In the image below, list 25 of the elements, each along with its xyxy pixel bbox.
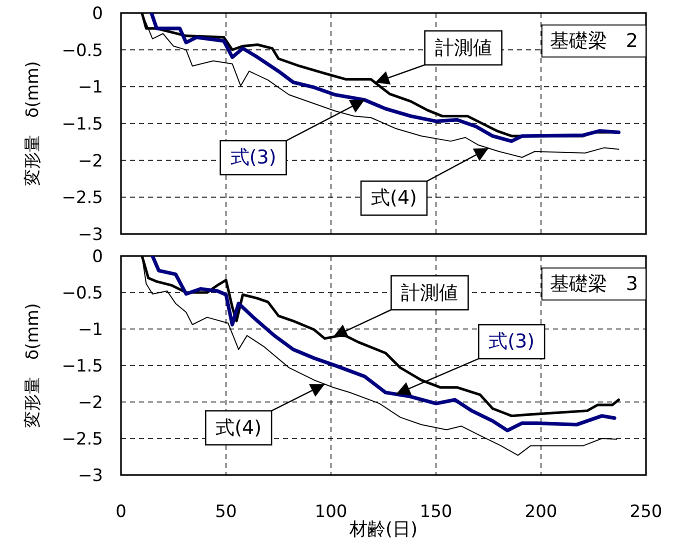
x-tick-label: 50 [215,502,237,522]
y-axis-title: 変形量 δ(mm) [23,61,43,186]
x-tick-label: 100 [314,502,348,522]
y-tick-label: 0 [92,4,103,24]
y-tick-label: −2 [78,151,103,172]
text: 基礎梁 3 [550,273,638,295]
x-tick-label: 150 [420,502,452,522]
y-axis-title: 変形量 δ(mm) [23,303,43,428]
x-tick-label: 0 [116,502,126,522]
y-tick-label: −3 [78,466,103,486]
y-tick-label: −1 [78,78,103,98]
y-tick-label: −1.5 [62,356,103,376]
y-tick-label: −1.5 [62,114,103,134]
y-tick-label: −2.5 [62,188,103,208]
y-tick-label: 0 [92,247,103,267]
x-tick-label: 200 [524,502,558,522]
y-tick-label: −2 [78,393,103,413]
x-tick-label: 250 [630,502,662,522]
y-tick-label: −1 [78,320,103,340]
y-tick-label: −3 [78,225,103,245]
y-tick-label: −2.5 [62,430,103,450]
y-tick-label: −0.5 [62,40,103,61]
text: 基礎梁 2 [550,30,638,52]
y-tick-label: −0.5 [62,284,103,304]
x-axis-title: 材齢(日) [348,519,418,540]
